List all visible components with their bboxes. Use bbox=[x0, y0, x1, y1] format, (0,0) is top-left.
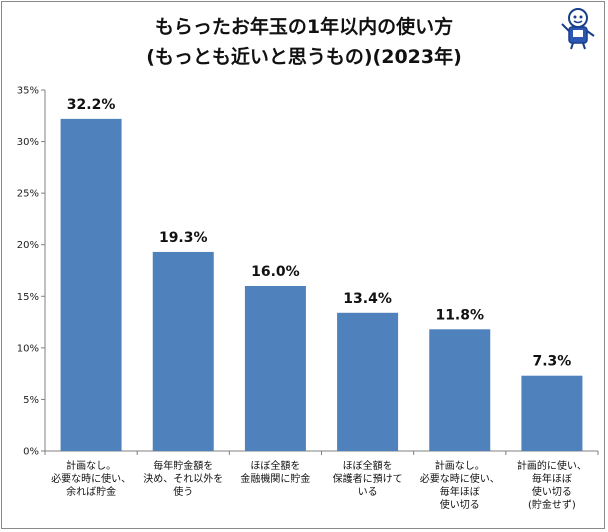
x-category-label: 必要な時に使い、 bbox=[420, 472, 500, 485]
x-category-label: 計画なし。 bbox=[435, 459, 485, 472]
x-category-label: ほぼ全額を bbox=[250, 459, 300, 472]
x-category-label: (貯金せず) bbox=[528, 498, 576, 511]
bar bbox=[152, 251, 214, 451]
y-tick-label: 30% bbox=[17, 137, 39, 148]
bar bbox=[60, 118, 122, 451]
chart-title-line-1: もらったお年玉の1年以内の使い方 bbox=[154, 16, 454, 38]
bar bbox=[337, 312, 399, 451]
x-category-label: 計画なし。 bbox=[66, 459, 116, 472]
x-category-label: 毎年貯金額を bbox=[153, 459, 213, 472]
bar bbox=[521, 375, 583, 451]
bar bbox=[244, 285, 306, 451]
bar-value-label: 32.2% bbox=[67, 97, 116, 113]
bar-value-label: 13.4% bbox=[343, 291, 392, 307]
y-tick-label: 0% bbox=[23, 447, 39, 458]
x-category-label: 計画的に使い、 bbox=[517, 459, 587, 472]
bar-value-label: 7.3% bbox=[533, 354, 572, 370]
y-tick-label: 20% bbox=[17, 240, 39, 251]
x-category-label: 金融機関に貯金 bbox=[240, 472, 310, 485]
chart-title-line-2: (もっとも近いと思うもの)(2023年) bbox=[146, 46, 462, 68]
x-category-label: 毎年ほぼ bbox=[532, 472, 572, 485]
x-category-label: 使い切る bbox=[532, 485, 572, 498]
x-category-label: 必要な時に使い、 bbox=[51, 472, 131, 485]
y-tick-label: 15% bbox=[17, 292, 39, 303]
y-tick-label: 5% bbox=[23, 395, 39, 406]
bar bbox=[429, 329, 491, 451]
y-tick-label: 35% bbox=[17, 86, 39, 97]
x-category-label: 決め、それ以外を bbox=[143, 473, 223, 485]
x-category-label: 毎年ほぼ bbox=[440, 485, 480, 498]
x-category-label: 使い切る bbox=[440, 498, 480, 511]
x-category-label: 使う bbox=[173, 485, 193, 498]
x-category-label: 余れば貯金 bbox=[66, 485, 116, 498]
y-tick-label: 10% bbox=[17, 343, 39, 354]
bar-value-label: 11.8% bbox=[435, 307, 484, 323]
x-category-label: 保護者に預けて bbox=[333, 472, 403, 485]
bar-value-label: 16.0% bbox=[251, 264, 300, 280]
mascot-icon bbox=[558, 6, 598, 54]
x-category-label: ほぼ全額を bbox=[343, 459, 393, 472]
y-tick-label: 25% bbox=[17, 189, 39, 200]
x-category-label: いる bbox=[358, 486, 378, 498]
bar-value-label: 19.3% bbox=[159, 230, 208, 246]
